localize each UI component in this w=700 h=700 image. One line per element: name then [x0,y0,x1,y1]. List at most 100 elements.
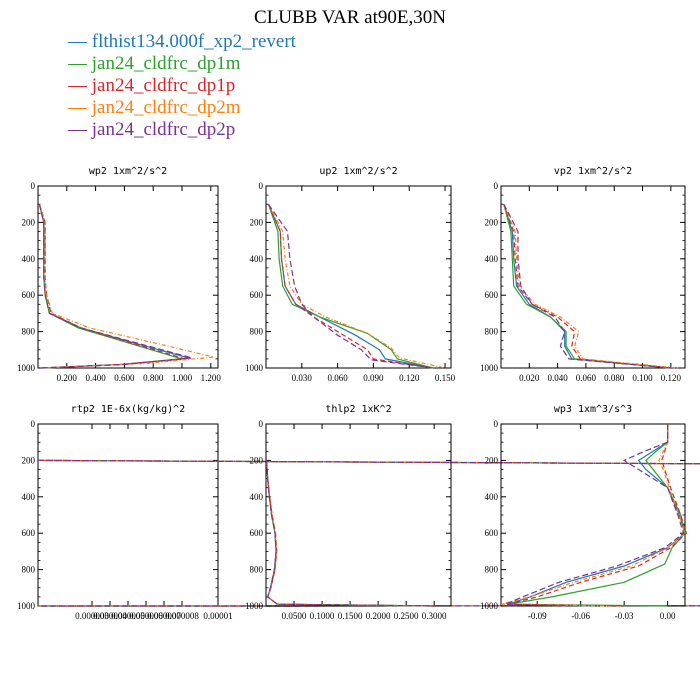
x-tick-label: 0.000005 [111,611,145,621]
series-line [266,460,435,607]
x-tick-label: 0.1000 [310,611,335,621]
x-tick-label: 0.030 [292,373,313,383]
series-line [266,460,435,607]
y-tick-label: 200 [250,455,264,465]
chart-panel: thlp2 1xK^2 0 200 400 600 800 1000 0.0500 0.1000… [245,404,452,621]
y-tick-label: 400 [485,492,499,502]
x-tick-label: 0.040 [547,373,568,383]
y-tick-label: 400 [22,492,36,502]
panel-title: thlp2 1xK^2 [325,404,391,415]
x-tick-label: -0.03 [615,611,634,621]
plot-frame [265,423,452,607]
x-tick-label: 1.200 [201,373,222,383]
series-line [38,204,190,369]
x-tick-label: 0.090 [363,373,384,383]
series-line [267,204,434,369]
y-tick-label: 1000 [17,601,36,611]
series-line [266,460,435,607]
plot-frame [265,185,452,369]
series-line [267,203,434,369]
y-tick-label: 0 [31,419,36,429]
series-line [266,460,435,607]
x-tick-label: 0.800 [143,373,164,383]
y-tick-label: 800 [485,327,499,337]
chart-panel: wp2 1xm^2/s^2 0 200 400 600 800 1000 0.200 0.400… [17,166,221,383]
y-tick-label: 1000 [17,363,36,373]
series-line [267,203,434,369]
chart-panel: rtp2 1E-6x(kg/kg)^2 0 200 400 600 800 1000 0.00… [17,404,700,621]
x-tick-label: 0.020 [519,373,540,383]
legend-label: jan24_cldfrc_dp1p [91,75,236,96]
y-tick-label: 600 [485,290,499,300]
series-line [37,459,700,607]
y-tick-label: 400 [22,254,36,264]
y-tick-label: 200 [250,217,264,227]
series-line [503,204,671,369]
series-line [503,203,678,369]
series-line [500,424,686,607]
y-tick-label: 400 [250,254,264,264]
series-line [37,459,700,607]
x-tick-label: 0.2000 [366,611,391,621]
series-line [508,424,686,607]
x-tick-label: 0.3000 [422,611,447,621]
y-tick-label: 600 [22,528,36,538]
x-tick-label: 0.060 [327,373,348,383]
series-line [38,204,214,369]
x-tick-label: 0.000007 [147,611,181,621]
plot-frame [500,185,686,369]
y-tick-label: 1000 [480,601,499,611]
plot-frame [37,423,219,607]
series-line [38,204,186,369]
y-tick-label: 800 [22,327,36,337]
x-tick-label: 0.000006 [129,611,163,621]
x-tick-label: 0.1500 [338,611,363,621]
series-line [505,424,685,607]
x-tick-label: 0.150 [435,373,456,383]
series-line [37,459,700,607]
chart-panel: up2 1xm^2/s^2 0 200 400 600 800 1000 0.030 0.060… [245,166,456,383]
x-tick-label: 0.000004 [93,611,127,621]
x-tick-label: 1.000 [172,373,193,383]
y-tick-label: 800 [250,565,264,575]
series-line [508,424,688,607]
legend-line-icon: — [68,75,92,96]
page-title: CLUBB VAR at90E,30N [254,7,446,28]
legend: — flthist134.000f_xp2_revert — jan24_cld… [68,31,296,141]
y-tick-label: 0 [259,419,264,429]
x-tick-label: 0.400 [85,373,106,383]
chart-panel: vp2 1xm^2/s^2 0 200 400 600 800 1000 0.020 0.040… [480,166,686,383]
series-line [503,203,671,369]
chart-panel: wp3 1xm^3/s^3 0 200 400 600 800 1000 -0.09 -0.06… [480,404,688,621]
legend-item: — jan24_cldfrc_dp1m [68,53,296,75]
x-tick-label: 0.100 [632,373,653,383]
series-line [508,424,686,607]
y-tick-label: 600 [22,290,36,300]
y-tick-label: 400 [250,492,264,502]
y-tick-label: 600 [250,528,264,538]
panel-title: wp3 1xm^3/s^3 [554,404,632,415]
panel-title: rtp2 1E-6x(kg/kg)^2 [71,404,185,415]
x-tick-label: 0.00 [660,611,676,621]
y-tick-label: 0 [494,419,499,429]
legend-label: jan24_cldfrc_dp2m [91,97,241,118]
y-tick-label: 1000 [480,363,499,373]
series-line [503,203,671,369]
x-tick-label: 0.000003 [75,611,109,621]
x-tick-label: 0.000008 [165,611,199,621]
x-tick-label: 0.00001 [203,611,232,621]
y-tick-label: 600 [485,528,499,538]
y-tick-label: 0 [259,181,264,191]
series-line [38,204,183,369]
y-tick-label: 0 [31,181,36,191]
y-tick-label: 800 [485,565,499,575]
series-line [37,459,700,607]
legend-item: — flthist134.000f_xp2_revert [68,31,296,53]
y-tick-label: 200 [485,455,499,465]
legend-item: — jan24_cldfrc_dp2m [68,97,296,119]
legend-label: flthist134.000f_xp2_revert [91,31,296,52]
x-tick-label: -0.09 [528,611,547,621]
y-tick-label: 0 [494,181,499,191]
x-tick-label: 0.080 [604,373,625,383]
